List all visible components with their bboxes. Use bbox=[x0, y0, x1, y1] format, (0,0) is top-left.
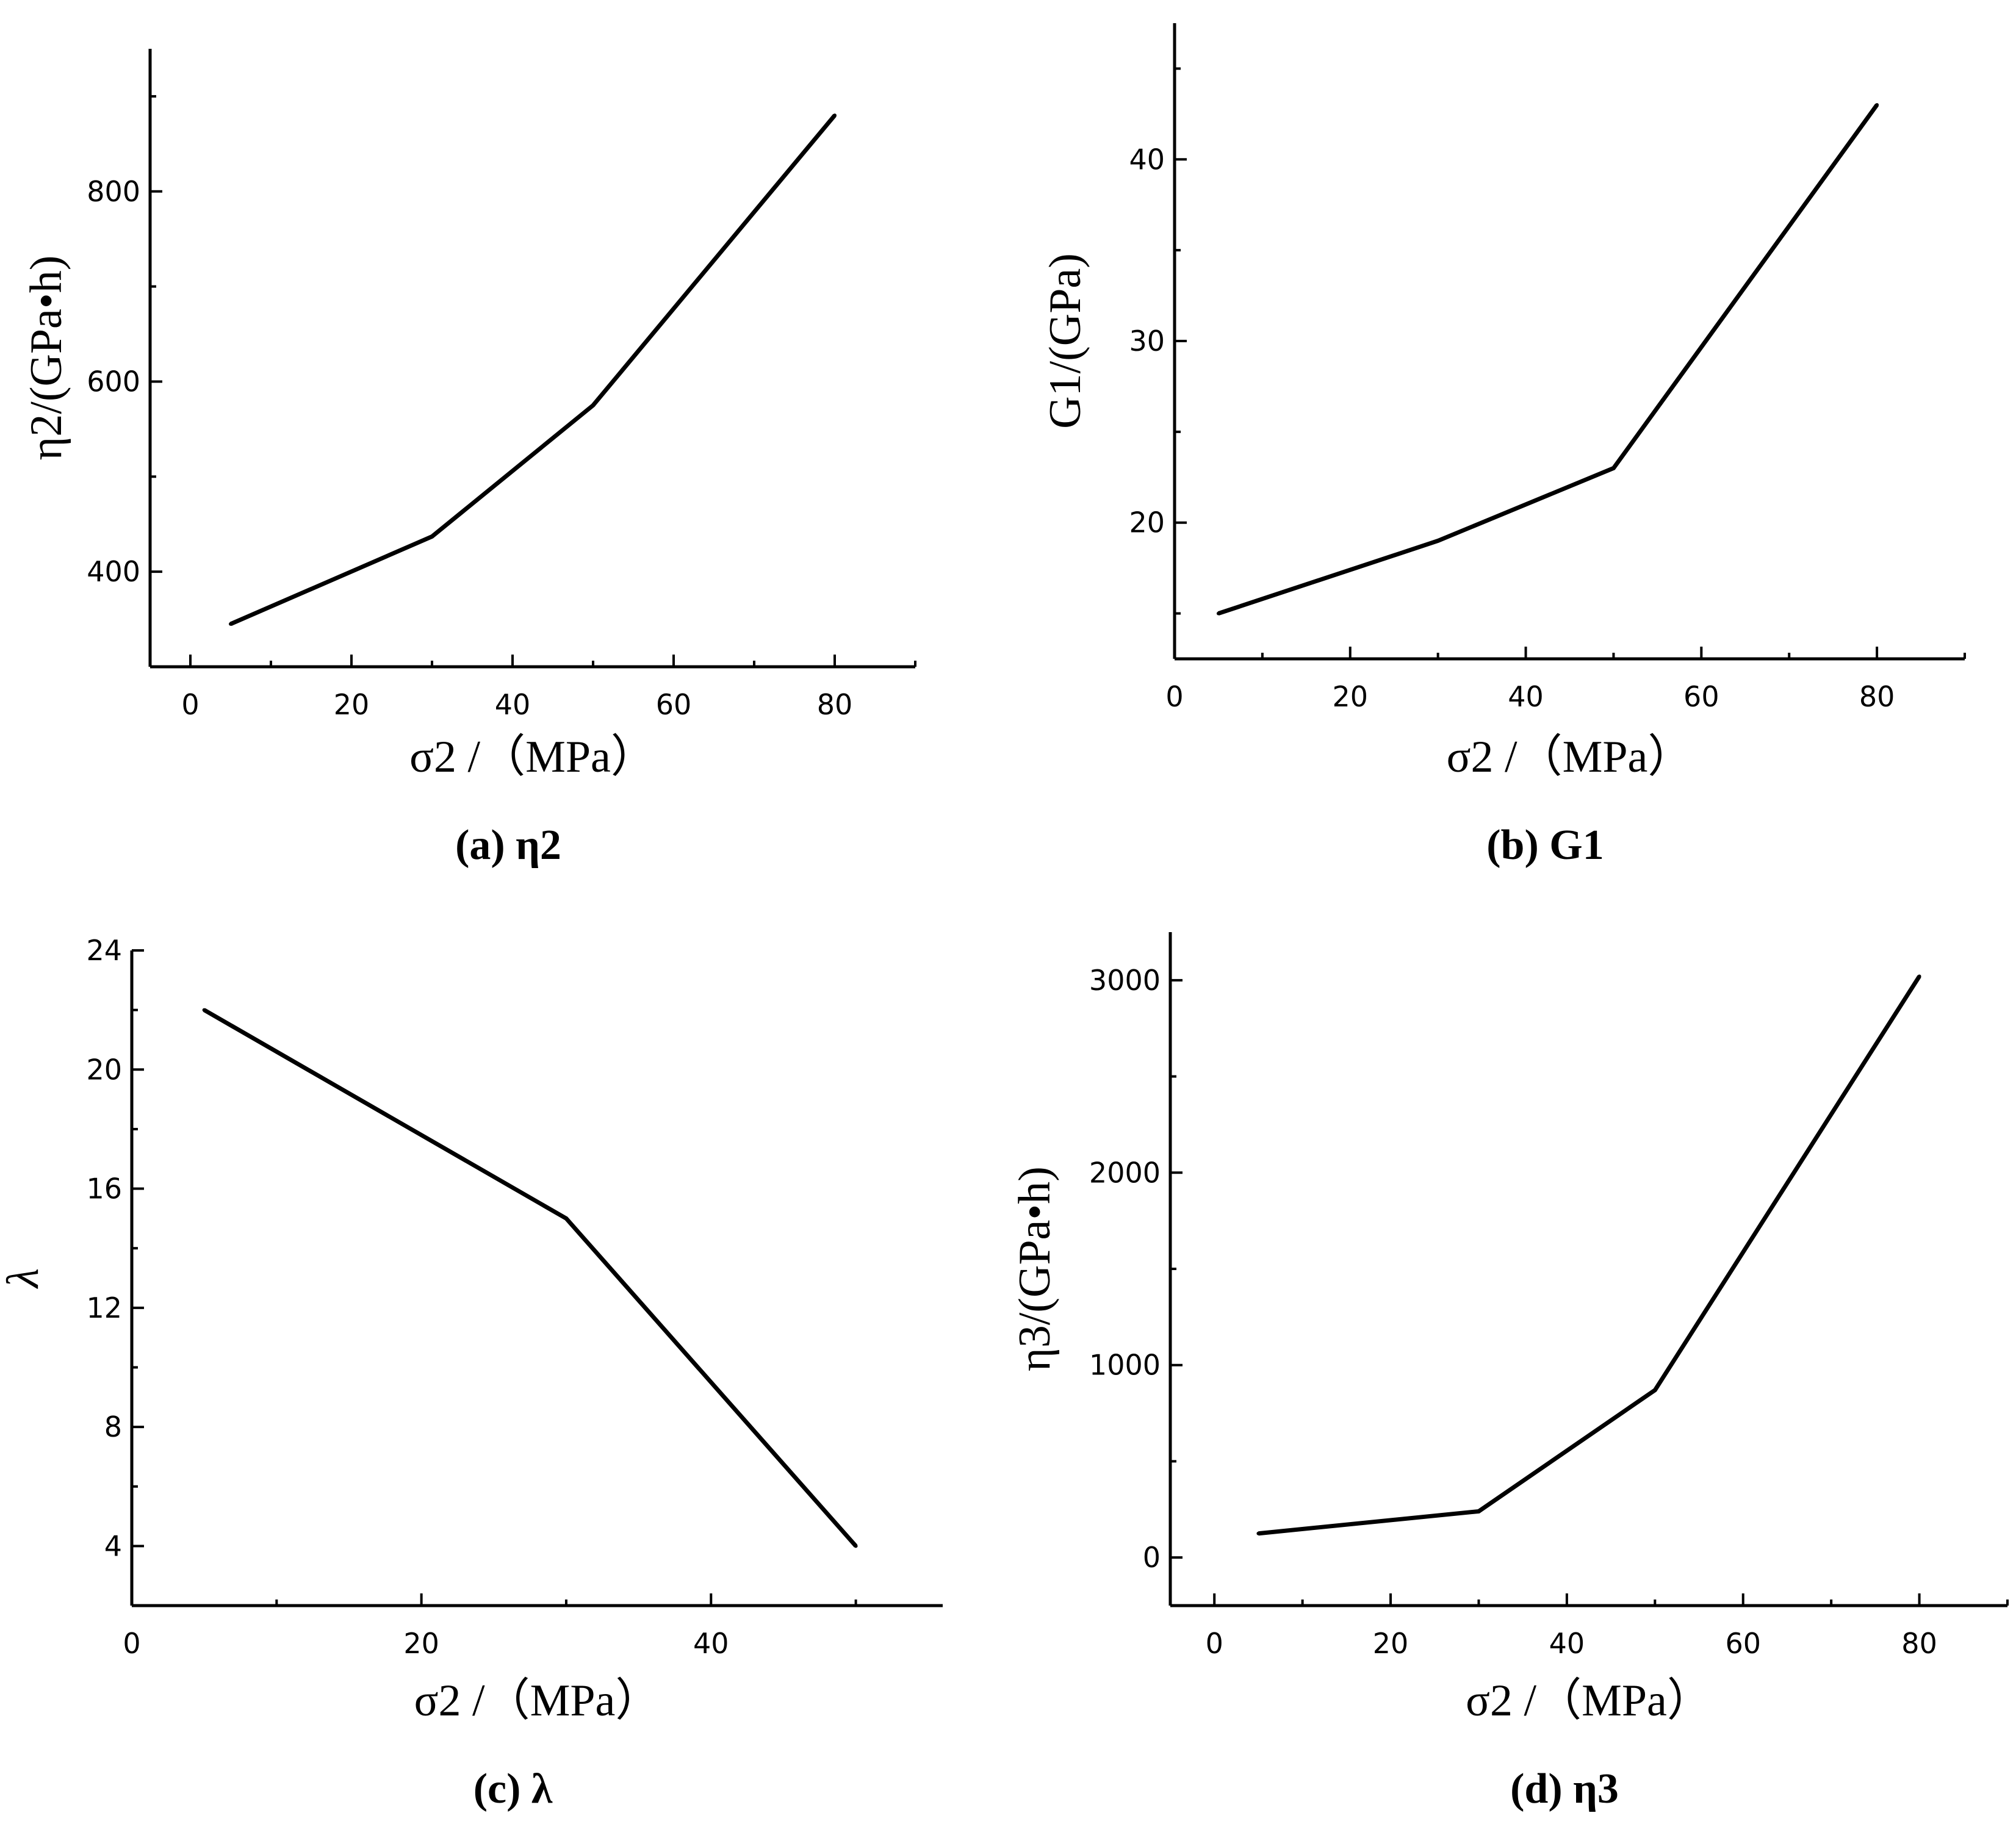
panel-caption: (b) G1 bbox=[1486, 822, 1604, 869]
x-tick-label: 80 bbox=[817, 688, 853, 721]
y-tick-label: 12 bbox=[86, 1291, 122, 1324]
x-tick-label: 40 bbox=[1508, 680, 1544, 713]
data-point bbox=[1917, 974, 1921, 978]
data-point bbox=[591, 403, 595, 408]
data-point bbox=[833, 113, 837, 118]
panel-b: 0 20 40 60 80 20 30 40 σ2 /（MPa） G1/(GPa) (b) G1 bbox=[1040, 23, 1966, 869]
y-tick-label: 400 bbox=[87, 555, 140, 588]
y-tick-label: 16 bbox=[86, 1172, 122, 1205]
y-axis-label: η3/(GPa•h) bbox=[1010, 1166, 1060, 1371]
data-point bbox=[1611, 466, 1616, 470]
x-tick-label: 80 bbox=[1859, 680, 1895, 713]
panel-d: 0 20 40 60 80 0 1000 2000 3000 σ2 /（MPa） η3/(GPa•h… bbox=[1010, 932, 2009, 1812]
x-axis-label: σ2 /（MPa） bbox=[1466, 1676, 1712, 1726]
data-point bbox=[1216, 611, 1220, 616]
data-point bbox=[1436, 539, 1440, 543]
x-tick-label: 80 bbox=[1901, 1627, 1937, 1660]
y-tick-label: 800 bbox=[87, 175, 140, 208]
x-tick-label: 20 bbox=[1333, 680, 1369, 713]
series-line bbox=[1217, 103, 1879, 616]
y-tick-label: 20 bbox=[1129, 506, 1165, 539]
series-line bbox=[229, 113, 837, 627]
x-axis-label: σ2 /（MPa） bbox=[414, 1676, 661, 1726]
y-axis-label: η2/(GPa•h) bbox=[21, 256, 71, 461]
x-tick-label: 0 bbox=[1165, 680, 1183, 713]
y-tick-label: 30 bbox=[1129, 325, 1165, 357]
panel-c: 0 20 40 4 8 12 16 20 24 σ2 /（MPa） λ (c) λ bbox=[0, 934, 943, 1812]
y-tick-label: 8 bbox=[104, 1410, 122, 1443]
y-tick-label: 20 bbox=[86, 1053, 122, 1086]
panel-caption: (a) η2 bbox=[455, 822, 561, 869]
x-tick-label: 20 bbox=[1373, 1627, 1409, 1660]
data-point bbox=[202, 1008, 206, 1012]
data-point bbox=[564, 1216, 568, 1221]
x-tick-label: 0 bbox=[123, 1627, 140, 1660]
series-line bbox=[1258, 975, 1921, 1536]
x-axis-label: σ2 /（MPa） bbox=[409, 732, 656, 782]
series-line bbox=[203, 1008, 858, 1548]
panel-caption: (d) η3 bbox=[1510, 1765, 1619, 1812]
data-point bbox=[430, 534, 434, 539]
data-point bbox=[854, 1544, 858, 1548]
x-tick-label: 20 bbox=[403, 1627, 439, 1660]
y-tick-label: 24 bbox=[86, 934, 122, 967]
panel-a: 0 20 40 60 80 400 600 800 σ2 /（MPa） η2/(GPa•h) (a)… bbox=[21, 49, 916, 869]
x-tick-label: 40 bbox=[693, 1627, 729, 1660]
y-tick-label: 0 bbox=[1143, 1541, 1161, 1574]
x-tick-label: 60 bbox=[1725, 1627, 1761, 1660]
x-axis-label: σ2 /（MPa） bbox=[1447, 732, 1693, 782]
data-point bbox=[229, 622, 232, 626]
y-tick-label: 2000 bbox=[1089, 1156, 1161, 1189]
data-point bbox=[1653, 1388, 1657, 1392]
data-point bbox=[1477, 1509, 1481, 1513]
x-tick-label: 0 bbox=[181, 688, 199, 721]
y-tick-label: 600 bbox=[87, 365, 140, 398]
y-tick-label: 1000 bbox=[1089, 1349, 1161, 1382]
y-axis-label: λ bbox=[0, 1268, 48, 1289]
x-tick-label: 60 bbox=[1683, 680, 1719, 713]
y-tick-label: 40 bbox=[1129, 143, 1165, 176]
y-tick-label: 3000 bbox=[1089, 964, 1161, 997]
y-tick-label: 4 bbox=[104, 1529, 122, 1562]
x-tick-label: 40 bbox=[495, 688, 531, 721]
x-tick-label: 60 bbox=[656, 688, 692, 721]
y-axis-label: G1/(GPa) bbox=[1040, 253, 1090, 429]
x-tick-label: 40 bbox=[1549, 1627, 1585, 1660]
data-point bbox=[1875, 102, 1879, 107]
data-point bbox=[1256, 1531, 1261, 1535]
x-tick-label: 0 bbox=[1206, 1627, 1223, 1660]
x-tick-label: 20 bbox=[334, 688, 370, 721]
panel-caption: (c) λ bbox=[473, 1765, 553, 1812]
